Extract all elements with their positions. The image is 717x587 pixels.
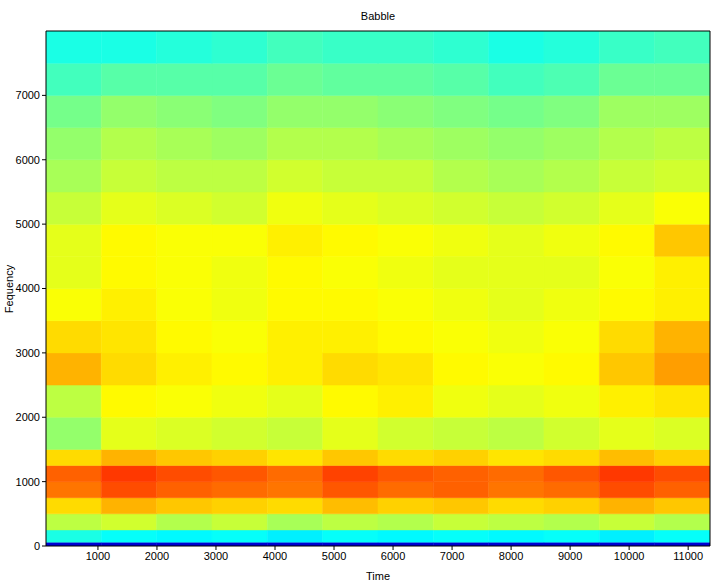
svg-text:1000: 1000 (86, 550, 110, 562)
svg-text:10000: 10000 (614, 550, 645, 562)
svg-text:2000: 2000 (16, 411, 40, 423)
svg-text:1000: 1000 (16, 476, 40, 488)
svg-text:4000: 4000 (263, 550, 287, 562)
svg-text:5000: 5000 (16, 218, 40, 230)
svg-text:2000: 2000 (145, 550, 169, 562)
html-text:Time: Time (366, 570, 390, 582)
svg-text:11000: 11000 (673, 550, 703, 562)
html-text:Fequency: Fequency (3, 264, 15, 313)
html-text:Babble: Babble (360, 10, 396, 22)
svg-text:4000: 4000 (16, 282, 40, 294)
svg-text:6000: 6000 (381, 550, 405, 562)
svg-text:3000: 3000 (16, 347, 40, 359)
svg-text:7000: 7000 (440, 550, 464, 562)
svg-text:7000: 7000 (16, 89, 40, 101)
svg-text:8000: 8000 (499, 550, 523, 562)
svg-text:0: 0 (34, 540, 40, 552)
svg-text:9000: 9000 (558, 550, 582, 562)
svg-text:3000: 3000 (204, 550, 228, 562)
svg-text:6000: 6000 (16, 154, 40, 166)
svg-text:5000: 5000 (322, 550, 346, 562)
